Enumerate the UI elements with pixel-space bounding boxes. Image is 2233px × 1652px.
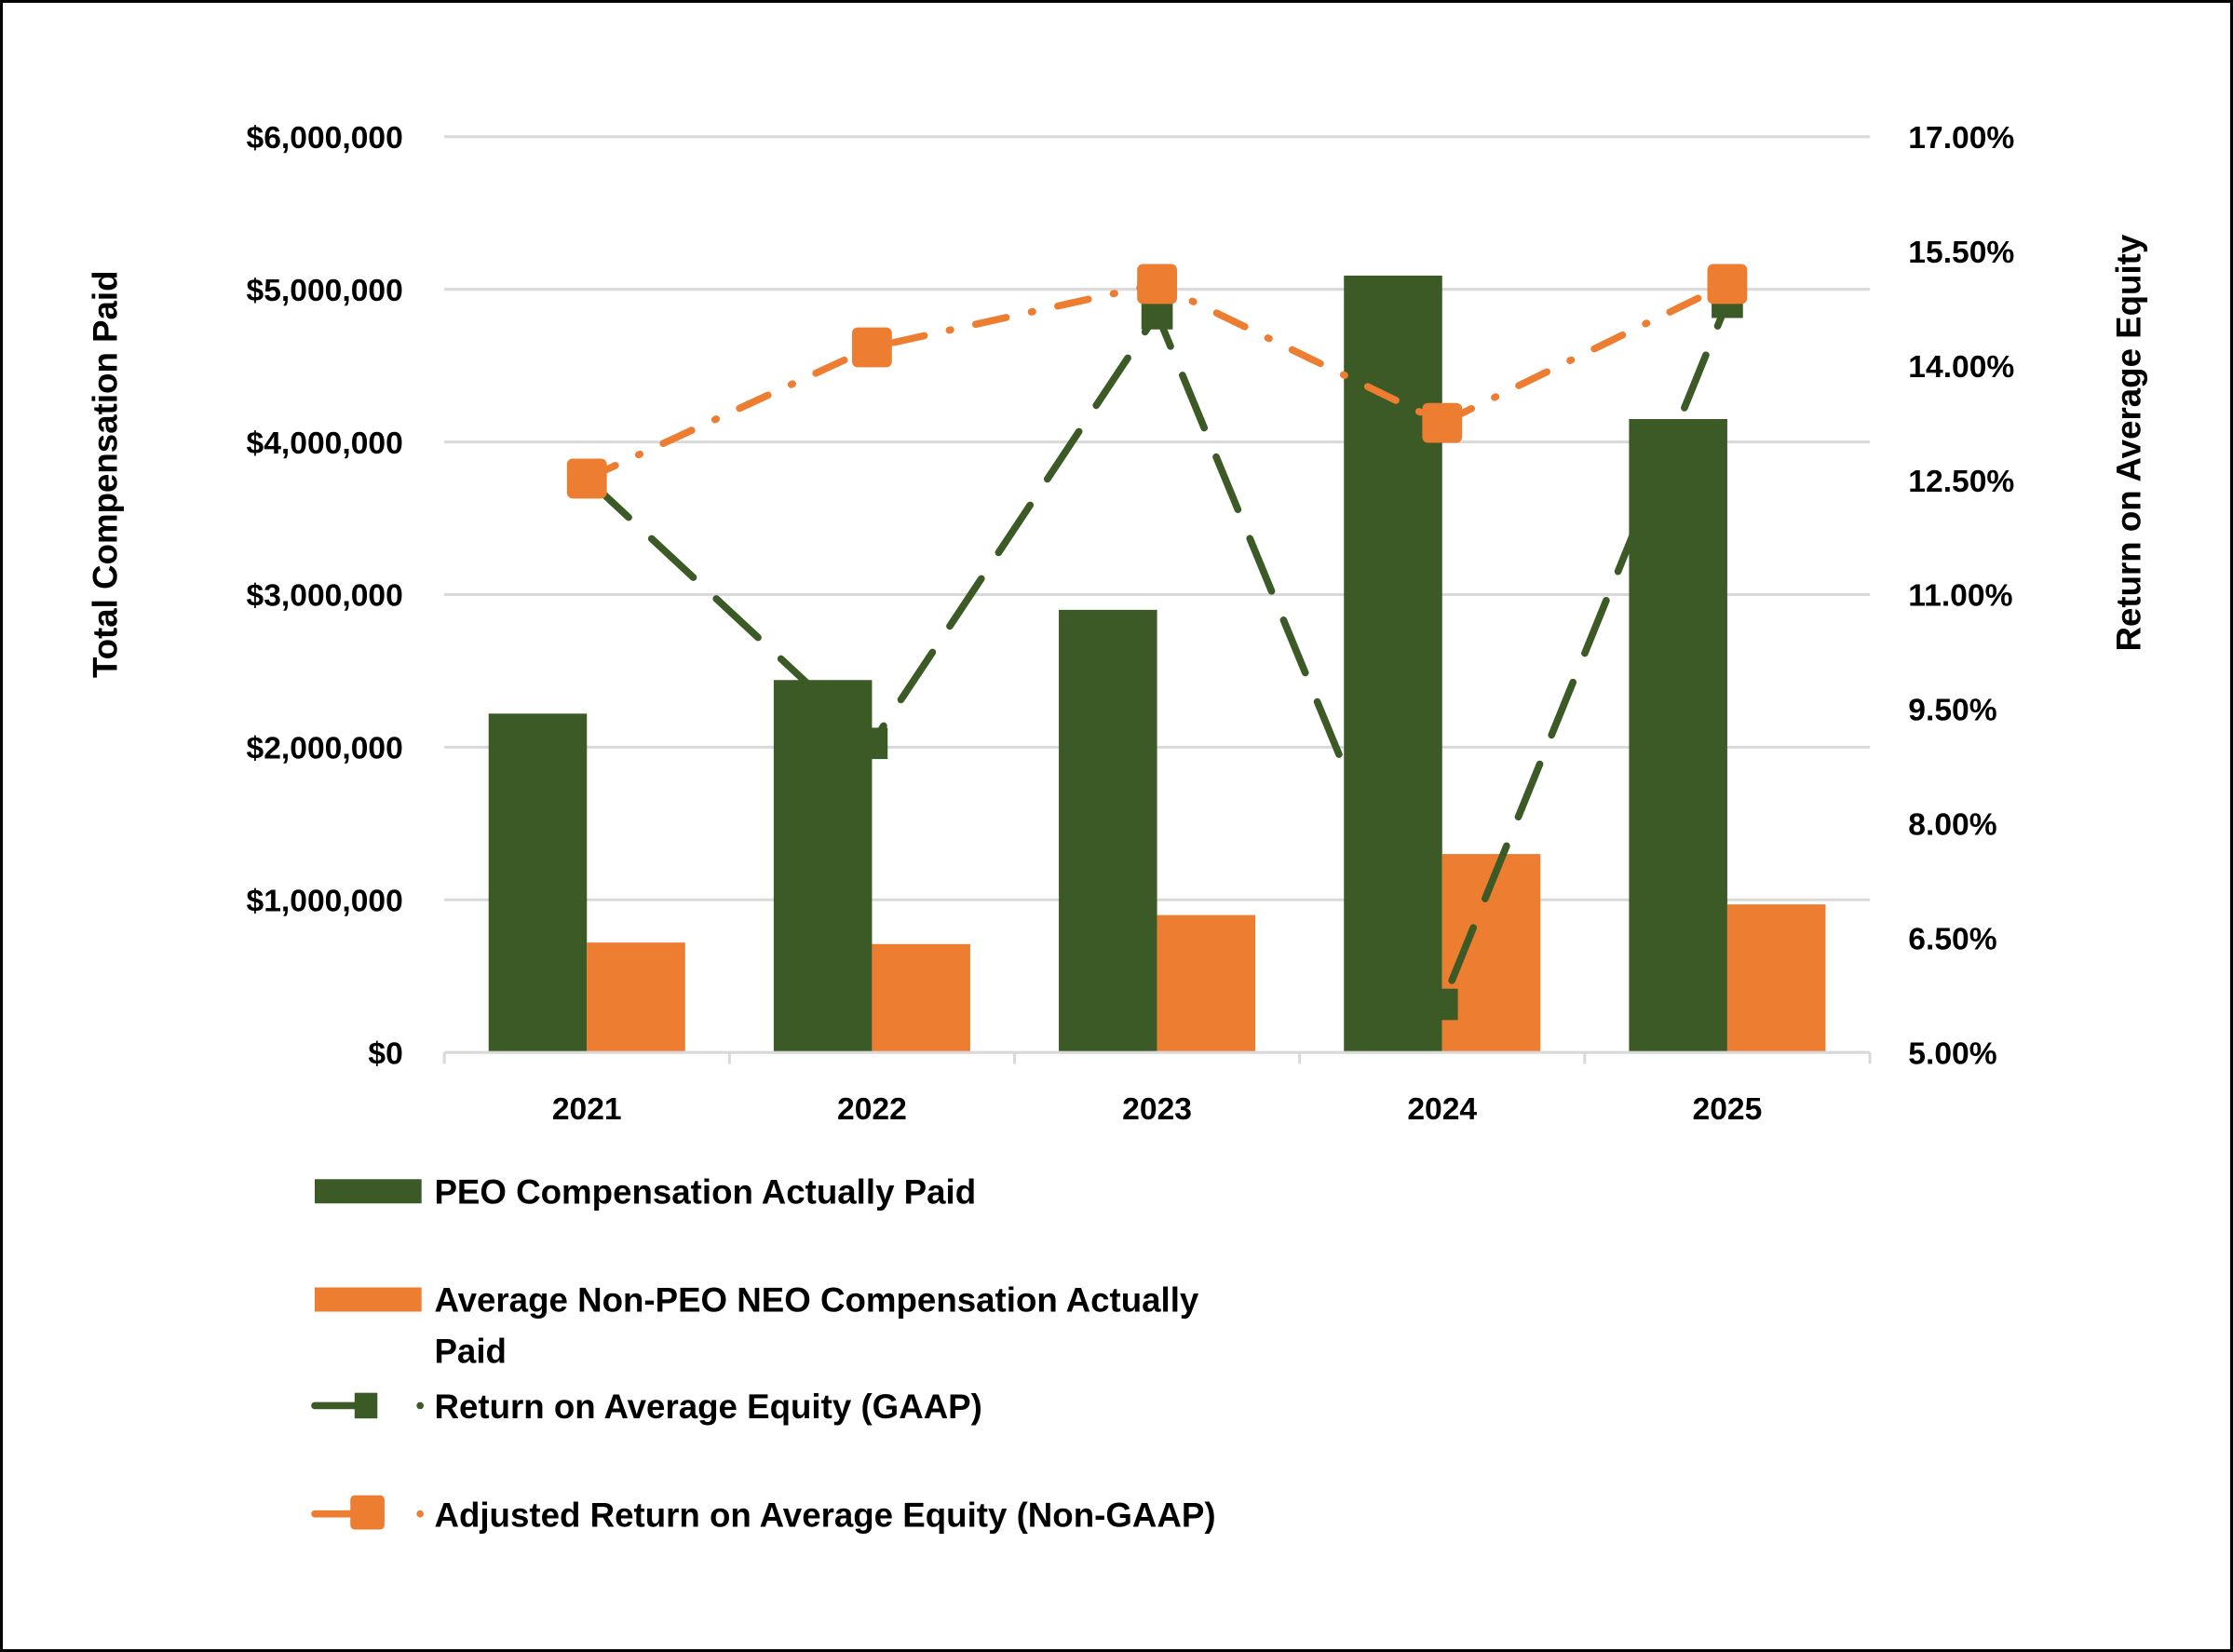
x-tick-label: 2024 (1407, 1092, 1477, 1127)
y-tick-label: $4,000,000 (247, 427, 403, 461)
marker-adjusted-roe (566, 458, 607, 499)
lines (566, 264, 1748, 1021)
legend-marker-gaap (311, 1392, 424, 1419)
x-axis: 2021 2022 2023 2024 2025 (442, 1050, 1872, 1127)
legend-label-peo: PEO Compensation Actually Paid (434, 1172, 976, 1211)
bar-peo (488, 713, 588, 1053)
legend-label-gaap: Return on Average Equity (GAAP) (434, 1388, 981, 1426)
y2-tick-label: 6.50% (1908, 922, 1996, 956)
legend-label-non-peo-line2: Paid (434, 1333, 506, 1371)
marker-adjusted-roe (852, 327, 892, 368)
y2-tick-label: 15.50% (1908, 236, 2014, 270)
y2-tick-label: 17.00% (1908, 121, 2014, 156)
marker-adjusted-roe (1422, 402, 1463, 443)
x-tick-label: 2025 (1693, 1092, 1763, 1127)
legend-label-non-peo-line1: Average Non-PEO NEO Compensation Actuall… (434, 1280, 1198, 1319)
bar-peo (1344, 275, 1442, 1053)
y2-tick-label: 14.00% (1908, 350, 2014, 385)
y2-tick-label: 12.50% (1908, 465, 2014, 499)
legend-marker-adjusted (311, 1495, 424, 1530)
marker-gaap-roe (1426, 988, 1458, 1021)
legend-swatch-peo (314, 1179, 422, 1204)
bar-peo (773, 680, 873, 1053)
y2-axis-label: Return on Average Equity (2110, 234, 2148, 651)
y2-axis-ticks: 5.00% 6.50% 8.00% 9.50% 11.00% 12.50% 14.00% 15… (1908, 121, 2014, 1071)
legend-swatch-non-peo (314, 1287, 422, 1312)
x-tick-label: 2021 (552, 1092, 622, 1127)
bar-non-peo (1157, 914, 1256, 1053)
bar-non-peo (1726, 904, 1826, 1053)
y-tick-label: $5,000,000 (247, 274, 403, 308)
x-tick-label: 2022 (837, 1092, 907, 1127)
marker-adjusted-roe (1137, 264, 1177, 305)
y2-tick-label: 5.00% (1908, 1036, 1996, 1071)
y-tick-label: $3,000,000 (247, 579, 403, 614)
marker-adjusted-roe (1707, 264, 1748, 305)
bar-non-peo (872, 943, 970, 1053)
y2-tick-label: 9.50% (1908, 694, 1996, 728)
y-tick-label: $1,000,000 (247, 885, 403, 919)
marker-gaap-roe (856, 727, 888, 760)
y-tick-label: $2,000,000 (247, 732, 403, 766)
legend: PEO Compensation Actually Paid Average N… (311, 1172, 1216, 1534)
bar-peo (1059, 609, 1157, 1053)
legend-label-adjusted: Adjusted Return on Average Equity (Non-G… (434, 1496, 1215, 1534)
bars (488, 275, 1826, 1053)
bar-non-peo (587, 942, 685, 1053)
y2-tick-label: 8.00% (1908, 808, 1996, 843)
y-axis-ticks: $0 $1,000,000 $2,000,000 $3,000,000 $4,000,0… (247, 121, 403, 1071)
y2-tick-label: 11.00% (1908, 579, 2012, 614)
y-axis-label: Total Compensation Paid (86, 270, 124, 678)
bar-peo (1629, 419, 1727, 1053)
x-tick-label: 2023 (1122, 1092, 1192, 1127)
y-tick-label: $6,000,000 (247, 121, 403, 156)
y-tick-label: $0 (368, 1036, 402, 1071)
